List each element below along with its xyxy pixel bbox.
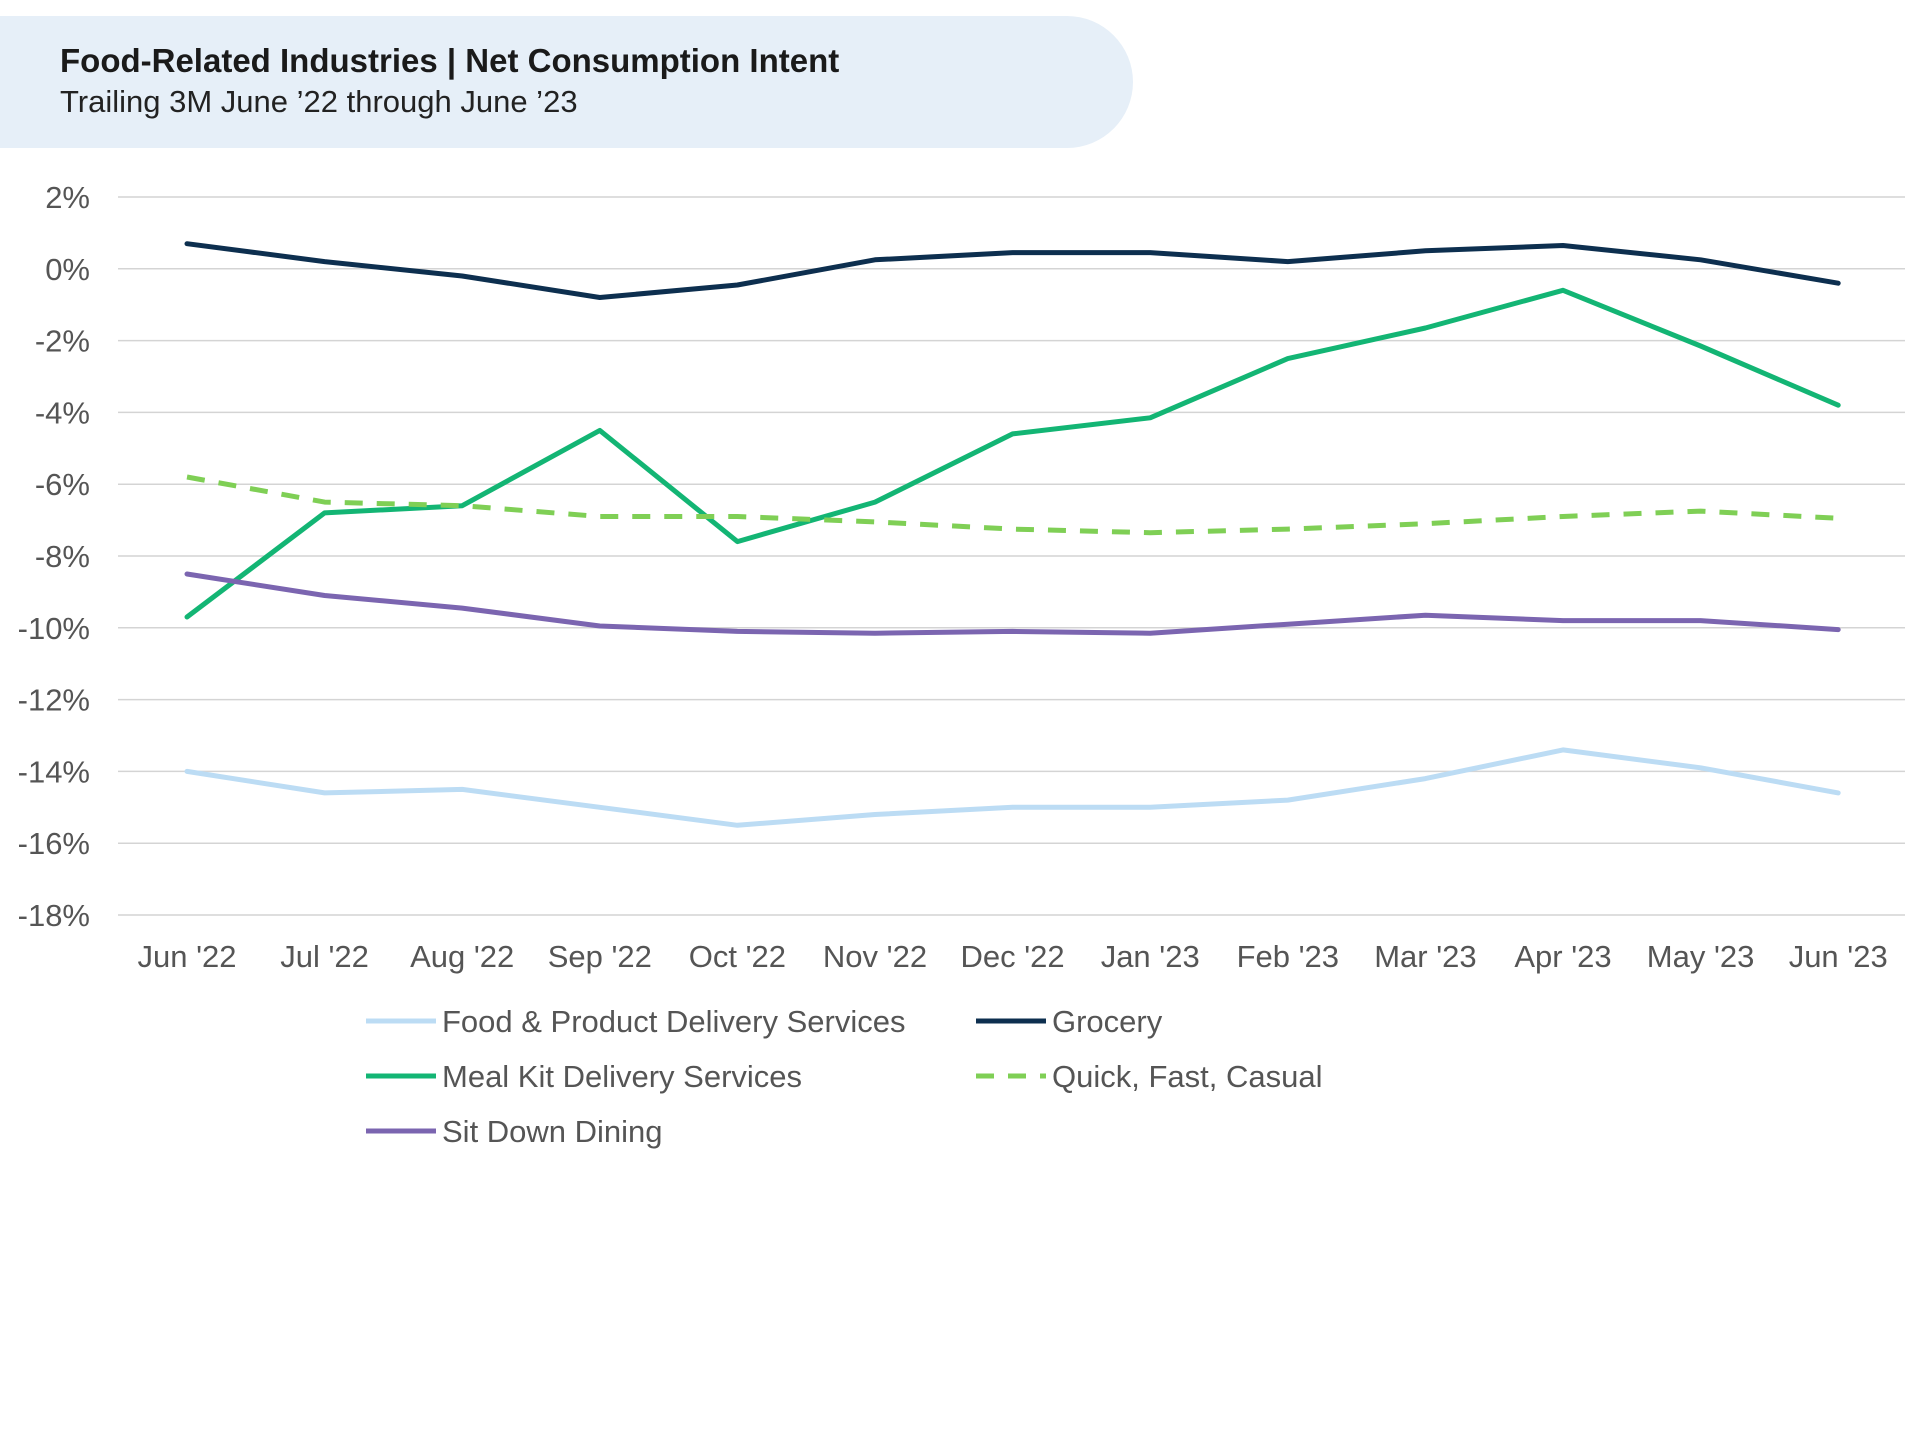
x-tick-label: Jan '23 [1101, 939, 1200, 974]
y-tick-label: -10% [18, 611, 90, 646]
y-tick-label: -14% [18, 754, 90, 789]
series-line [184, 747, 1841, 828]
series-line [184, 241, 1841, 300]
y-tick-label: -12% [18, 683, 90, 718]
y-tick-label: -6% [35, 467, 90, 502]
series-line [184, 287, 1841, 620]
x-tick-label: Jun '22 [138, 939, 237, 974]
y-tick-label: -18% [18, 898, 90, 933]
y-tick-label: -2% [35, 324, 90, 359]
y-tick-label: 0% [45, 252, 90, 287]
x-tick-label: May '23 [1647, 939, 1755, 974]
x-tick-label: Oct '22 [689, 939, 786, 974]
y-tick-label: 2% [45, 180, 90, 215]
chart-subtitle: Trailing 3M June ’22 through June ’23 [60, 84, 578, 119]
x-tick-label: Mar '23 [1374, 939, 1476, 974]
chart-title: Food-Related Industries | Net Consumptio… [60, 42, 840, 79]
y-tick-label: -8% [35, 539, 90, 574]
y-tick-label: -16% [18, 826, 90, 861]
legend-label: Food & Product Delivery Services [442, 1004, 905, 1039]
x-tick-label: Apr '23 [1514, 939, 1611, 974]
legend-label: Sit Down Dining [442, 1114, 663, 1149]
legend-label: Meal Kit Delivery Services [442, 1059, 802, 1094]
series-line [186, 474, 1839, 536]
x-tick-label: Dec '22 [961, 939, 1065, 974]
x-tick-label: Jul '22 [280, 939, 369, 974]
series-line [184, 571, 1841, 636]
legend-label: Grocery [1052, 1004, 1163, 1039]
x-tick-label: Jun '23 [1789, 939, 1888, 974]
x-tick-label: Aug '22 [410, 939, 514, 974]
x-tick-label: Feb '23 [1237, 939, 1339, 974]
chart-header: Food-Related Industries | Net Consumptio… [0, 16, 1133, 148]
legend-label: Quick, Fast, Casual [1052, 1059, 1322, 1094]
x-tick-label: Nov '22 [823, 939, 927, 974]
x-tick-label: Sep '22 [548, 939, 652, 974]
y-tick-label: -4% [35, 395, 90, 430]
